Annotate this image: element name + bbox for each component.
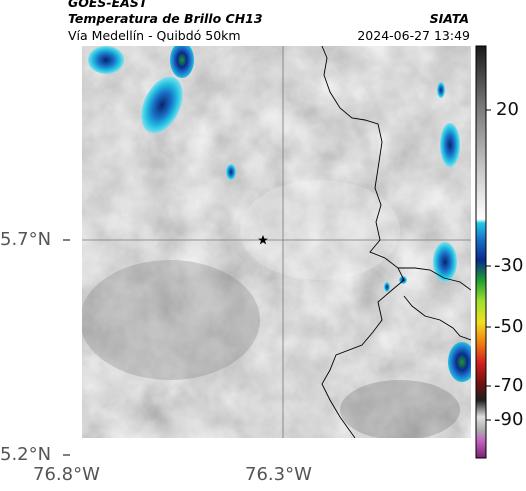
location-star-marker — [258, 235, 268, 245]
lon-tick-76-8: 76.8°W — [33, 464, 100, 485]
colorbar-label-m90: -90 — [494, 409, 524, 430]
boundary-line — [321, 46, 471, 438]
convective-cells — [88, 46, 471, 382]
lon-tick-76-3: 76.3°W — [245, 464, 312, 485]
timestamp: 2024-06-27 13:49 — [357, 28, 470, 43]
lat-tick-5-2: 5.2°N — [0, 444, 52, 465]
product-title: Temperatura de Brillo CH13 — [68, 11, 263, 26]
colorbar-label-m70: -70 — [494, 375, 524, 396]
colorbar-label-m50: -50 — [494, 316, 524, 337]
lat-tick-5-7: 5.7°N — [0, 229, 52, 250]
satellite-title: GOES-EAST — [68, 0, 148, 10]
agency-label: SIATA — [429, 11, 469, 26]
colorbar-label-20: 20 — [496, 99, 519, 120]
route-subtitle: Vía Medellín - Quibdó 50km — [68, 28, 241, 43]
colorbar — [475, 45, 491, 459]
colorbar-label-m30: -30 — [494, 255, 524, 276]
